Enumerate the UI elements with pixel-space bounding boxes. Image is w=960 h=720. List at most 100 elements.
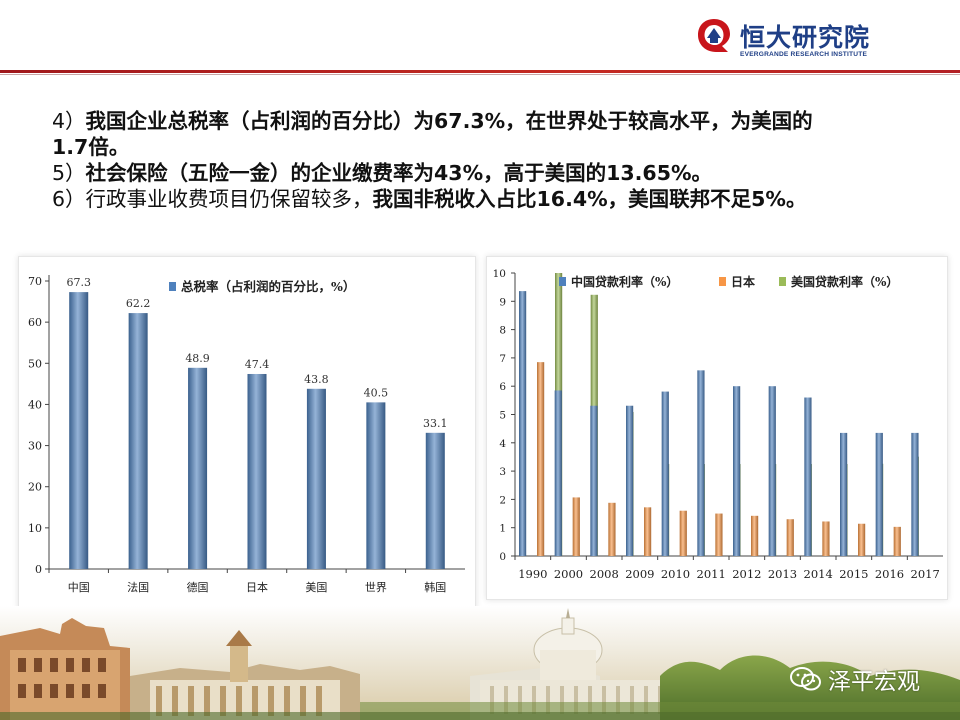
data-label: 62.2 [126,297,151,310]
bar-1990-s0 [519,291,527,556]
bar-2014-s0 [804,397,812,556]
point-6-text-plain: 行政事业收费项目仍保留较多， [85,187,373,211]
bar-2011-s1 [715,513,723,556]
point-6-text: 我国非税收入占比16.4%，美国联邦不足5%。 [372,187,807,211]
bar-2013-s0 [768,386,776,556]
bar-2012-s0 [733,386,741,556]
lending-rate-chart: 0 1 2 3 4 5 6 7 8 9 10 1990 2000 2008 2009 2010 2011 2012… [486,256,948,600]
y-tick-label: 10 [493,268,506,280]
y-tick-label: 6 [499,381,506,393]
y-tick-label: 7 [499,353,506,365]
data-label: 48.9 [185,352,210,365]
brand-logo[interactable]: 恒大研究院 EVERGRANDE RESEARCH INSTITUTE [694,14,884,64]
x-tick-label: 德国 [187,580,209,594]
point-6: 6）行政事业收费项目仍保留较多，我国非税收入占比16.4%，美国联邦不足5%。 [52,186,942,212]
point-4: 4）我国企业总税率（占利润的百分比）为67.3%，在世界处于较高水平，为美国的 [52,108,942,134]
y-tick-label: 0 [499,551,506,563]
evergrande-logo-icon [698,19,730,52]
bar-2013-s1 [786,519,794,556]
x-tick-label: 2017 [911,567,940,581]
data-label: 47.4 [245,358,270,371]
data-label: 33.1 [423,417,448,430]
point-4-text-cont: 1.7倍。 [52,135,130,159]
x-tick-label: 2000 [554,567,583,581]
legend-swatch [779,277,786,286]
data-label: 43.8 [304,373,329,386]
bar-中国 [69,292,89,569]
footer-banner [0,606,960,720]
y-tick-label: 1 [499,523,506,535]
x-tick-label: 2008 [590,567,619,581]
bar-2009-s0 [626,405,634,556]
legend-swatch [559,277,566,286]
legend-label: 总税率（占利润的百分比，%） [181,279,355,294]
point-6-number: 6） [52,187,86,211]
bar-2016-s1 [893,526,901,556]
bar-2017-s0 [911,432,919,556]
bar-2011-s0 [697,370,705,556]
x-tick-label: 世界 [365,581,387,594]
landmark-skyline-image [0,606,960,720]
brand-name: 恒大研究院 [740,23,871,52]
lending-rate-chart-svg: 0 1 2 3 4 5 6 7 8 9 10 1990 2000 2008 2009 2010 2011 2012… [493,268,943,581]
bar-2012-s1 [751,515,759,556]
x-tick-label: 日本 [246,580,268,594]
x-tick-label: 2014 [804,567,833,581]
key-points: 4）我国企业总税率（占利润的百分比）为67.3%，在世界处于较高水平，为美国的 … [52,108,942,212]
data-label: 40.5 [364,386,389,399]
tax-rate-chart-svg: 0 10 20 30 40 50 60 70 67.3 中国 62.2 法国 48.9 德国 47.4 日本 4… [28,275,465,594]
x-tick-label: 美国 [305,581,327,594]
bar-美国 [306,388,326,569]
y-tick-label: 8 [499,325,506,337]
bar-2010-s1 [679,510,687,556]
y-tick-label: 50 [28,357,42,370]
bar-2008-s0 [590,405,598,556]
x-tick-label: 2015 [839,567,868,581]
y-tick-label: 20 [28,481,42,494]
x-tick-label: 韩国 [424,580,446,594]
point-4-text: 我国企业总税率（占利润的百分比）为67.3%，在世界处于较高水平，为美国的 [85,109,813,133]
y-tick-label: 60 [28,316,42,329]
bar-2016-s0 [875,432,883,556]
data-label: 67.3 [66,276,91,289]
bar-2010-s0 [661,391,669,556]
bar-2008-s1 [608,502,616,556]
legend-swatch [719,277,726,286]
x-tick-label: 中国 [68,581,90,594]
header-divider-thin [0,74,960,75]
x-tick-label: 1990 [518,567,547,581]
brand-subtitle: EVERGRANDE RESEARCH INSTITUTE [740,51,868,58]
bar-2014-s1 [822,521,830,556]
bar-2015-s1 [858,523,866,556]
x-tick-label: 2010 [661,567,690,581]
y-tick-label: 3 [499,466,506,478]
wechat-icon [790,667,821,691]
x-tick-label: 2016 [875,567,904,581]
watermark-text: 泽平宏观 [828,669,920,695]
bar-2000-s1 [572,497,580,556]
bar-法国 [128,313,148,569]
bar-2000-s0 [554,390,562,556]
header-divider [0,70,960,73]
point-4-continued: 1.7倍。 [52,134,942,160]
y-tick-label: 10 [28,522,42,535]
bar-2009-s1 [644,507,652,556]
wechat-watermark: 泽平宏观 [790,660,940,696]
y-tick-label: 9 [499,296,506,308]
header-bar: 恒大研究院 EVERGRANDE RESEARCH INSTITUTE [0,0,960,72]
x-tick-label: 2012 [732,567,761,581]
point-5-text: 社会保险（五险一金）的企业缴费率为43%，高于美国的13.65%。 [85,161,712,185]
bar-世界 [366,402,386,569]
x-tick-label: 2011 [697,567,726,581]
point-5-number: 5） [52,161,86,185]
y-tick-label: 4 [499,438,506,450]
point-4-number: 4） [52,109,86,133]
legend-swatch [169,282,176,291]
y-tick-label: 0 [35,563,42,576]
x-tick-label: 法国 [127,580,149,594]
legend-label: 美国贷款利率（%） [791,274,898,289]
legend-label: 日本 [731,274,755,289]
y-tick-label: 30 [28,440,42,453]
y-tick-label: 70 [28,275,42,288]
bar-2015-s0 [840,432,848,556]
